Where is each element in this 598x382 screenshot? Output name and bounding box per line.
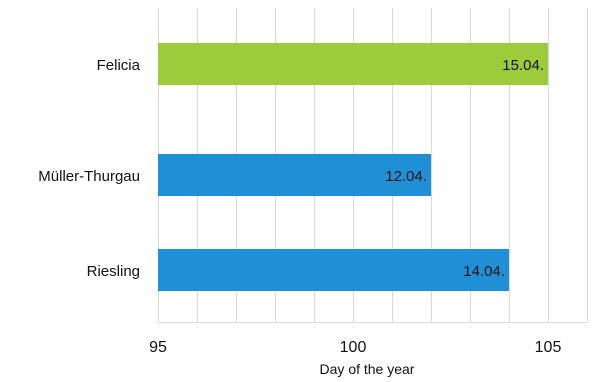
x-tick-label: 100	[340, 339, 367, 356]
category-labels: Felicia Müller-Thurgau Riesling	[38, 57, 140, 280]
data-label: 12.04.	[385, 168, 427, 185]
x-axis-title: Day of the year	[320, 361, 415, 377]
x-tick-label: 95	[149, 339, 167, 356]
bars: 15.04. 12.04. 14.04.	[158, 43, 548, 291]
x-tick-label: 105	[535, 339, 562, 356]
bar-felicia	[158, 43, 548, 85]
x-tick-labels: 95 100 105	[149, 339, 561, 356]
category-label: Riesling	[87, 263, 140, 280]
bar-riesling	[158, 249, 509, 291]
category-label: Müller-Thurgau	[38, 168, 140, 185]
data-label: 15.04.	[502, 57, 544, 74]
data-label: 14.04.	[463, 263, 505, 280]
category-label: Felicia	[97, 57, 141, 74]
bar-m-ller-thurgau	[158, 154, 431, 196]
